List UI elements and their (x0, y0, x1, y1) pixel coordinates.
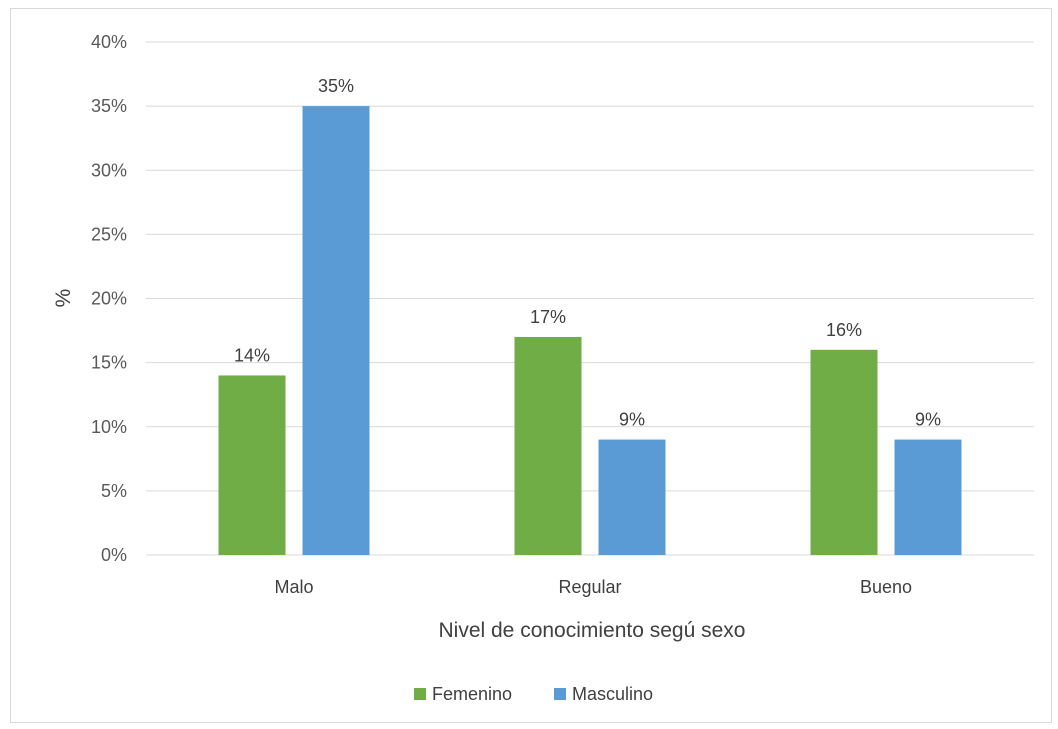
y-tick-label: 40% (91, 32, 127, 52)
y-tick-label: 30% (91, 160, 127, 180)
y-tick-label: 10% (91, 417, 127, 437)
bar-masculino-regular (598, 439, 666, 555)
x-axis-title: Nivel de conocimiento segú sexo (438, 619, 745, 642)
legend-swatch-masculino (554, 688, 566, 700)
bar-femenino-bueno (810, 349, 878, 555)
data-label: 14% (234, 345, 270, 365)
data-label: 35% (318, 76, 354, 96)
bar-femenino-regular (514, 336, 582, 555)
y-axis-title: % (52, 289, 75, 308)
bars (218, 106, 962, 555)
y-tick-label: 0% (101, 545, 127, 565)
data-label: 17% (530, 307, 566, 327)
data-label: 9% (619, 410, 645, 430)
y-tick-label: 25% (91, 224, 127, 244)
data-label: 16% (826, 320, 862, 340)
data-label: 9% (915, 410, 941, 430)
y-tick-label: 20% (91, 289, 127, 309)
y-tick-label: 15% (91, 353, 127, 373)
legend-label-masculino: Masculino (572, 684, 653, 704)
y-tick-label: 35% (91, 96, 127, 116)
legend: Femenino Masculino (414, 684, 653, 704)
y-axis-ticks: 0% 5% 10% 15% 20% 25% 30% 35% 40% (91, 32, 127, 565)
x-tick-label: Regular (558, 577, 621, 597)
legend-swatch-femenino (414, 688, 426, 700)
data-labels: 14% 35% 17% 9% 16% 9% (234, 76, 941, 429)
y-tick-label: 5% (101, 481, 127, 501)
x-axis-categories: Malo Regular Bueno (274, 577, 912, 597)
gridlines (146, 41, 1034, 556)
x-tick-label: Bueno (860, 577, 912, 597)
bar-masculino-bueno (894, 439, 962, 555)
bar-masculino-malo (302, 106, 370, 555)
legend-label-femenino: Femenino (432, 684, 512, 704)
bar-femenino-malo (218, 375, 286, 555)
x-tick-label: Malo (274, 577, 313, 597)
